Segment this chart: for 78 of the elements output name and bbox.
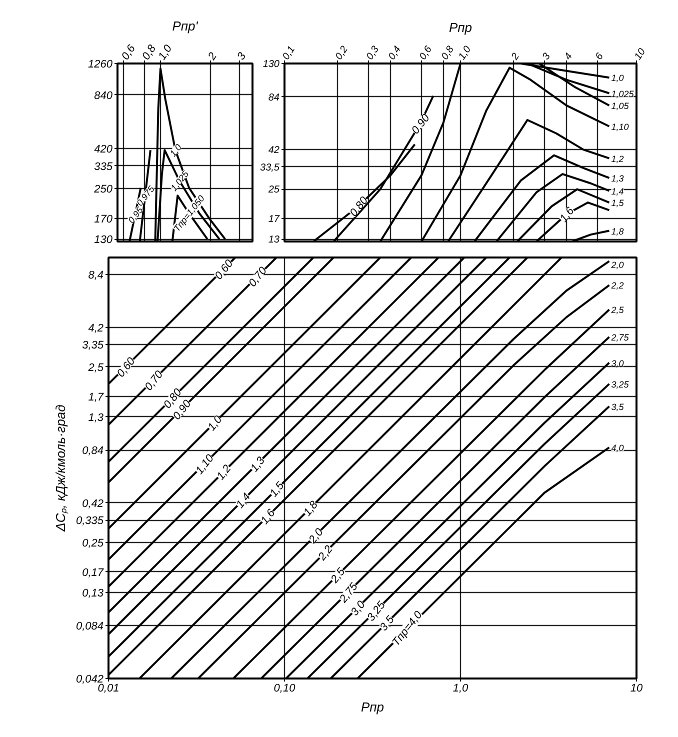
- y-tick-label: 420: [94, 143, 114, 156]
- y-tick-label: 250: [93, 184, 114, 196]
- y-tick-label: 1,7: [88, 391, 104, 404]
- x-tick-label: 10: [630, 682, 644, 694]
- x-tick-label: 4: [562, 51, 576, 62]
- y-tick-label: 0,13: [82, 587, 104, 600]
- annotation: 1,4: [234, 491, 254, 511]
- annotation: 1,025: [611, 88, 635, 99]
- x-tick-label: 0,3: [364, 44, 382, 62]
- x-tick-label: 1,0: [452, 682, 470, 694]
- y-tick-label: 1,3: [88, 412, 104, 424]
- y-tick-label: 0,42: [82, 498, 104, 510]
- y-tick-label: 25: [267, 184, 280, 196]
- annotation: 1,8: [302, 498, 322, 519]
- x-tick-label: 6: [594, 51, 606, 62]
- x-tick-label: 0,6: [120, 42, 138, 62]
- x-tick-label: 0,1: [280, 44, 298, 62]
- x-tick-label: 0,10: [274, 682, 296, 694]
- annotation: 1,2: [214, 462, 234, 482]
- y-tick-label: 0,042: [76, 674, 104, 686]
- y-tick-label: 0,25: [82, 537, 104, 550]
- annotation: 4,0: [611, 442, 624, 453]
- annotation: 1,0: [611, 73, 624, 84]
- annotation: 3,0: [611, 358, 624, 368]
- y-tick-label: 170: [94, 213, 114, 226]
- y-tick-label: 33,5: [260, 162, 280, 174]
- annotation: 1,5: [268, 479, 288, 500]
- annotation: 1,5: [611, 198, 625, 208]
- y-tick-label: 335: [94, 160, 114, 173]
- annotation: 1,10: [611, 122, 629, 132]
- annotation: 2,75: [610, 332, 630, 343]
- x-tick-label: 0,8: [440, 44, 457, 62]
- x-tick-label: 2: [206, 50, 220, 64]
- annotation: 1,3: [611, 173, 624, 184]
- annotation: 2,2: [316, 543, 336, 564]
- y-tick-label: 0,84: [82, 445, 104, 458]
- y-tick-label: 13: [268, 234, 280, 246]
- annotation: 2,0: [610, 260, 624, 270]
- y-tick-label: 0,335: [76, 515, 104, 528]
- x-tick-label: 0,6: [418, 44, 435, 62]
- x-axis-title: Pпр': [172, 18, 198, 34]
- annotation: 2,2: [610, 280, 624, 291]
- annotation: 2,5: [328, 565, 348, 586]
- annotation: 1,6: [258, 506, 278, 527]
- y-tick-label: 130: [94, 234, 114, 246]
- y-tick-label: 17: [268, 214, 280, 226]
- x-tick-label: 0,4: [386, 44, 404, 62]
- x-tick-label: 3: [235, 50, 250, 62]
- annotation: 3,5: [611, 402, 625, 412]
- x-tick-label: 0,2: [334, 44, 351, 62]
- y-tick-label: 84: [268, 92, 280, 104]
- annotation: 1,4: [611, 186, 624, 196]
- y-tick-label: 0,17: [82, 566, 104, 579]
- y-tick-label: 840: [94, 90, 114, 102]
- y-axis-title: ΔCₚ, кДж/кмоль·град: [52, 404, 69, 532]
- x-axis-title: Pпр: [360, 700, 384, 714]
- y-tick-label: 1260: [88, 58, 114, 70]
- annotation: 1,05: [611, 100, 630, 111]
- annotation: 1,2: [611, 154, 624, 164]
- y-tick-label: 8,4: [88, 270, 104, 282]
- annotation: 1,6: [558, 204, 578, 225]
- y-tick-label: 0,084: [76, 620, 104, 633]
- y-tick-label: 3,35: [82, 340, 104, 352]
- x-tick-label: 10: [632, 46, 648, 62]
- x-tick-label: 1,0: [456, 44, 474, 62]
- annotation: 1,0: [168, 142, 184, 158]
- annotation: 3,25: [611, 379, 630, 390]
- y-tick-label: 130: [262, 59, 280, 70]
- x-tick-label: 2: [509, 51, 522, 63]
- annotation: 1,8: [611, 226, 624, 236]
- y-tick-label: 42: [268, 145, 280, 156]
- y-tick-label: 2,5: [87, 362, 104, 374]
- annotation: 1,0: [206, 413, 226, 434]
- y-tick-label: 4,2: [88, 322, 104, 334]
- x-axis-title: Pпр: [448, 20, 472, 36]
- x-tick-label: 3: [540, 51, 554, 62]
- x-tick-label: 0,01: [98, 682, 120, 694]
- annotation: 2,5: [610, 305, 625, 316]
